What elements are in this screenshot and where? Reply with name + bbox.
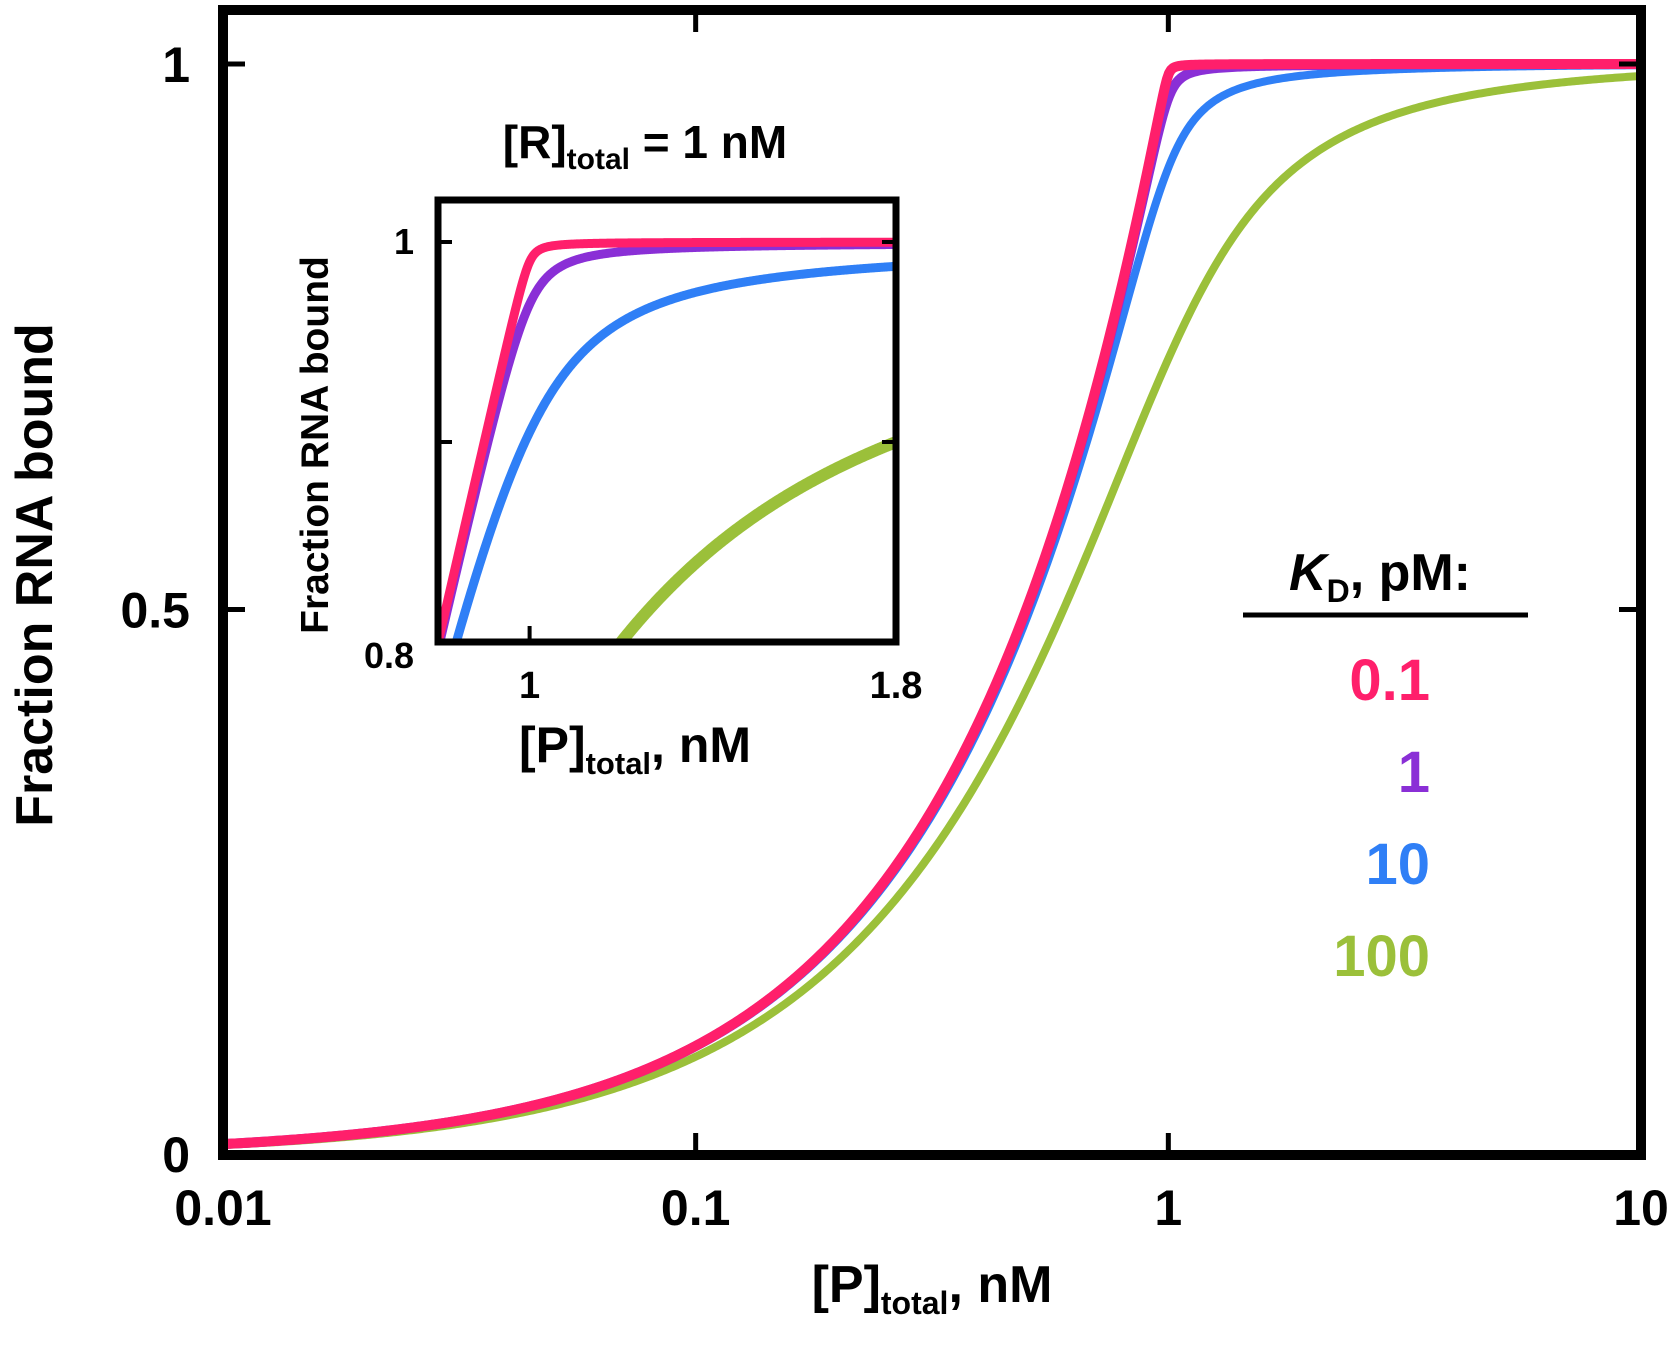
- main-x-tick-label: 1: [1154, 1180, 1182, 1236]
- inset-y-tick-label: 0.8: [364, 635, 414, 676]
- main-y-tick-label: 1: [162, 37, 190, 93]
- main-y-tick-label: 0.5: [120, 583, 190, 639]
- main-series-group: [223, 59, 1641, 1150]
- legend-title: KD, pM:: [1289, 544, 1471, 609]
- main-series-line-kd-0p1: [223, 59, 1641, 1150]
- inset-chart: [R]total = 1 nM 1 1.8 0.8 1 Fraction RNA bo…: [294, 116, 922, 781]
- inset-x-tick-label: 1: [519, 665, 540, 707]
- legend-entry-kd-0p1: 0.1: [1349, 648, 1430, 713]
- legend-entry-kd-1: 1: [1398, 740, 1430, 805]
- inset-title: [R]total = 1 nM: [503, 116, 787, 176]
- legend: KD, pM: 0.1 1 10 100: [1243, 544, 1528, 989]
- inset-series-group: [438, 237, 896, 642]
- inset-background: [438, 200, 896, 642]
- main-y-axis-label: Fraction RNA bound: [6, 323, 64, 827]
- inset-y-axis-label: Fraction RNA bound: [294, 256, 337, 634]
- legend-entry-kd-10: 10: [1365, 832, 1430, 897]
- main-x-tick-label: 0.1: [661, 1180, 731, 1236]
- main-x-axis-label: [P]total, nM: [812, 1256, 1053, 1321]
- inset-x-tick-label: 1.8: [870, 665, 923, 707]
- inset-series-line-kd-10: [451, 261, 896, 642]
- main-plot-frame: [218, 5, 1646, 1160]
- inset-series-line-kd-100: [613, 435, 896, 642]
- inset-x-axis-label: [P]total, nM: [519, 717, 751, 781]
- inset-y-tick-label: 1: [394, 221, 414, 262]
- legend-entries: 0.1 1 10 100: [1333, 648, 1430, 989]
- main-y-tick-label: 0: [162, 1127, 190, 1183]
- main-x-tick-label: 0.01: [174, 1180, 271, 1236]
- legend-entry-kd-100: 100: [1333, 924, 1430, 989]
- inset-series-line-kd-0p1: [438, 237, 896, 642]
- main-x-tick-label: 10: [1613, 1180, 1669, 1236]
- inset-ticks-group: 1 1.8 0.8 1: [364, 221, 922, 707]
- inset-plot-frame: [434, 196, 900, 646]
